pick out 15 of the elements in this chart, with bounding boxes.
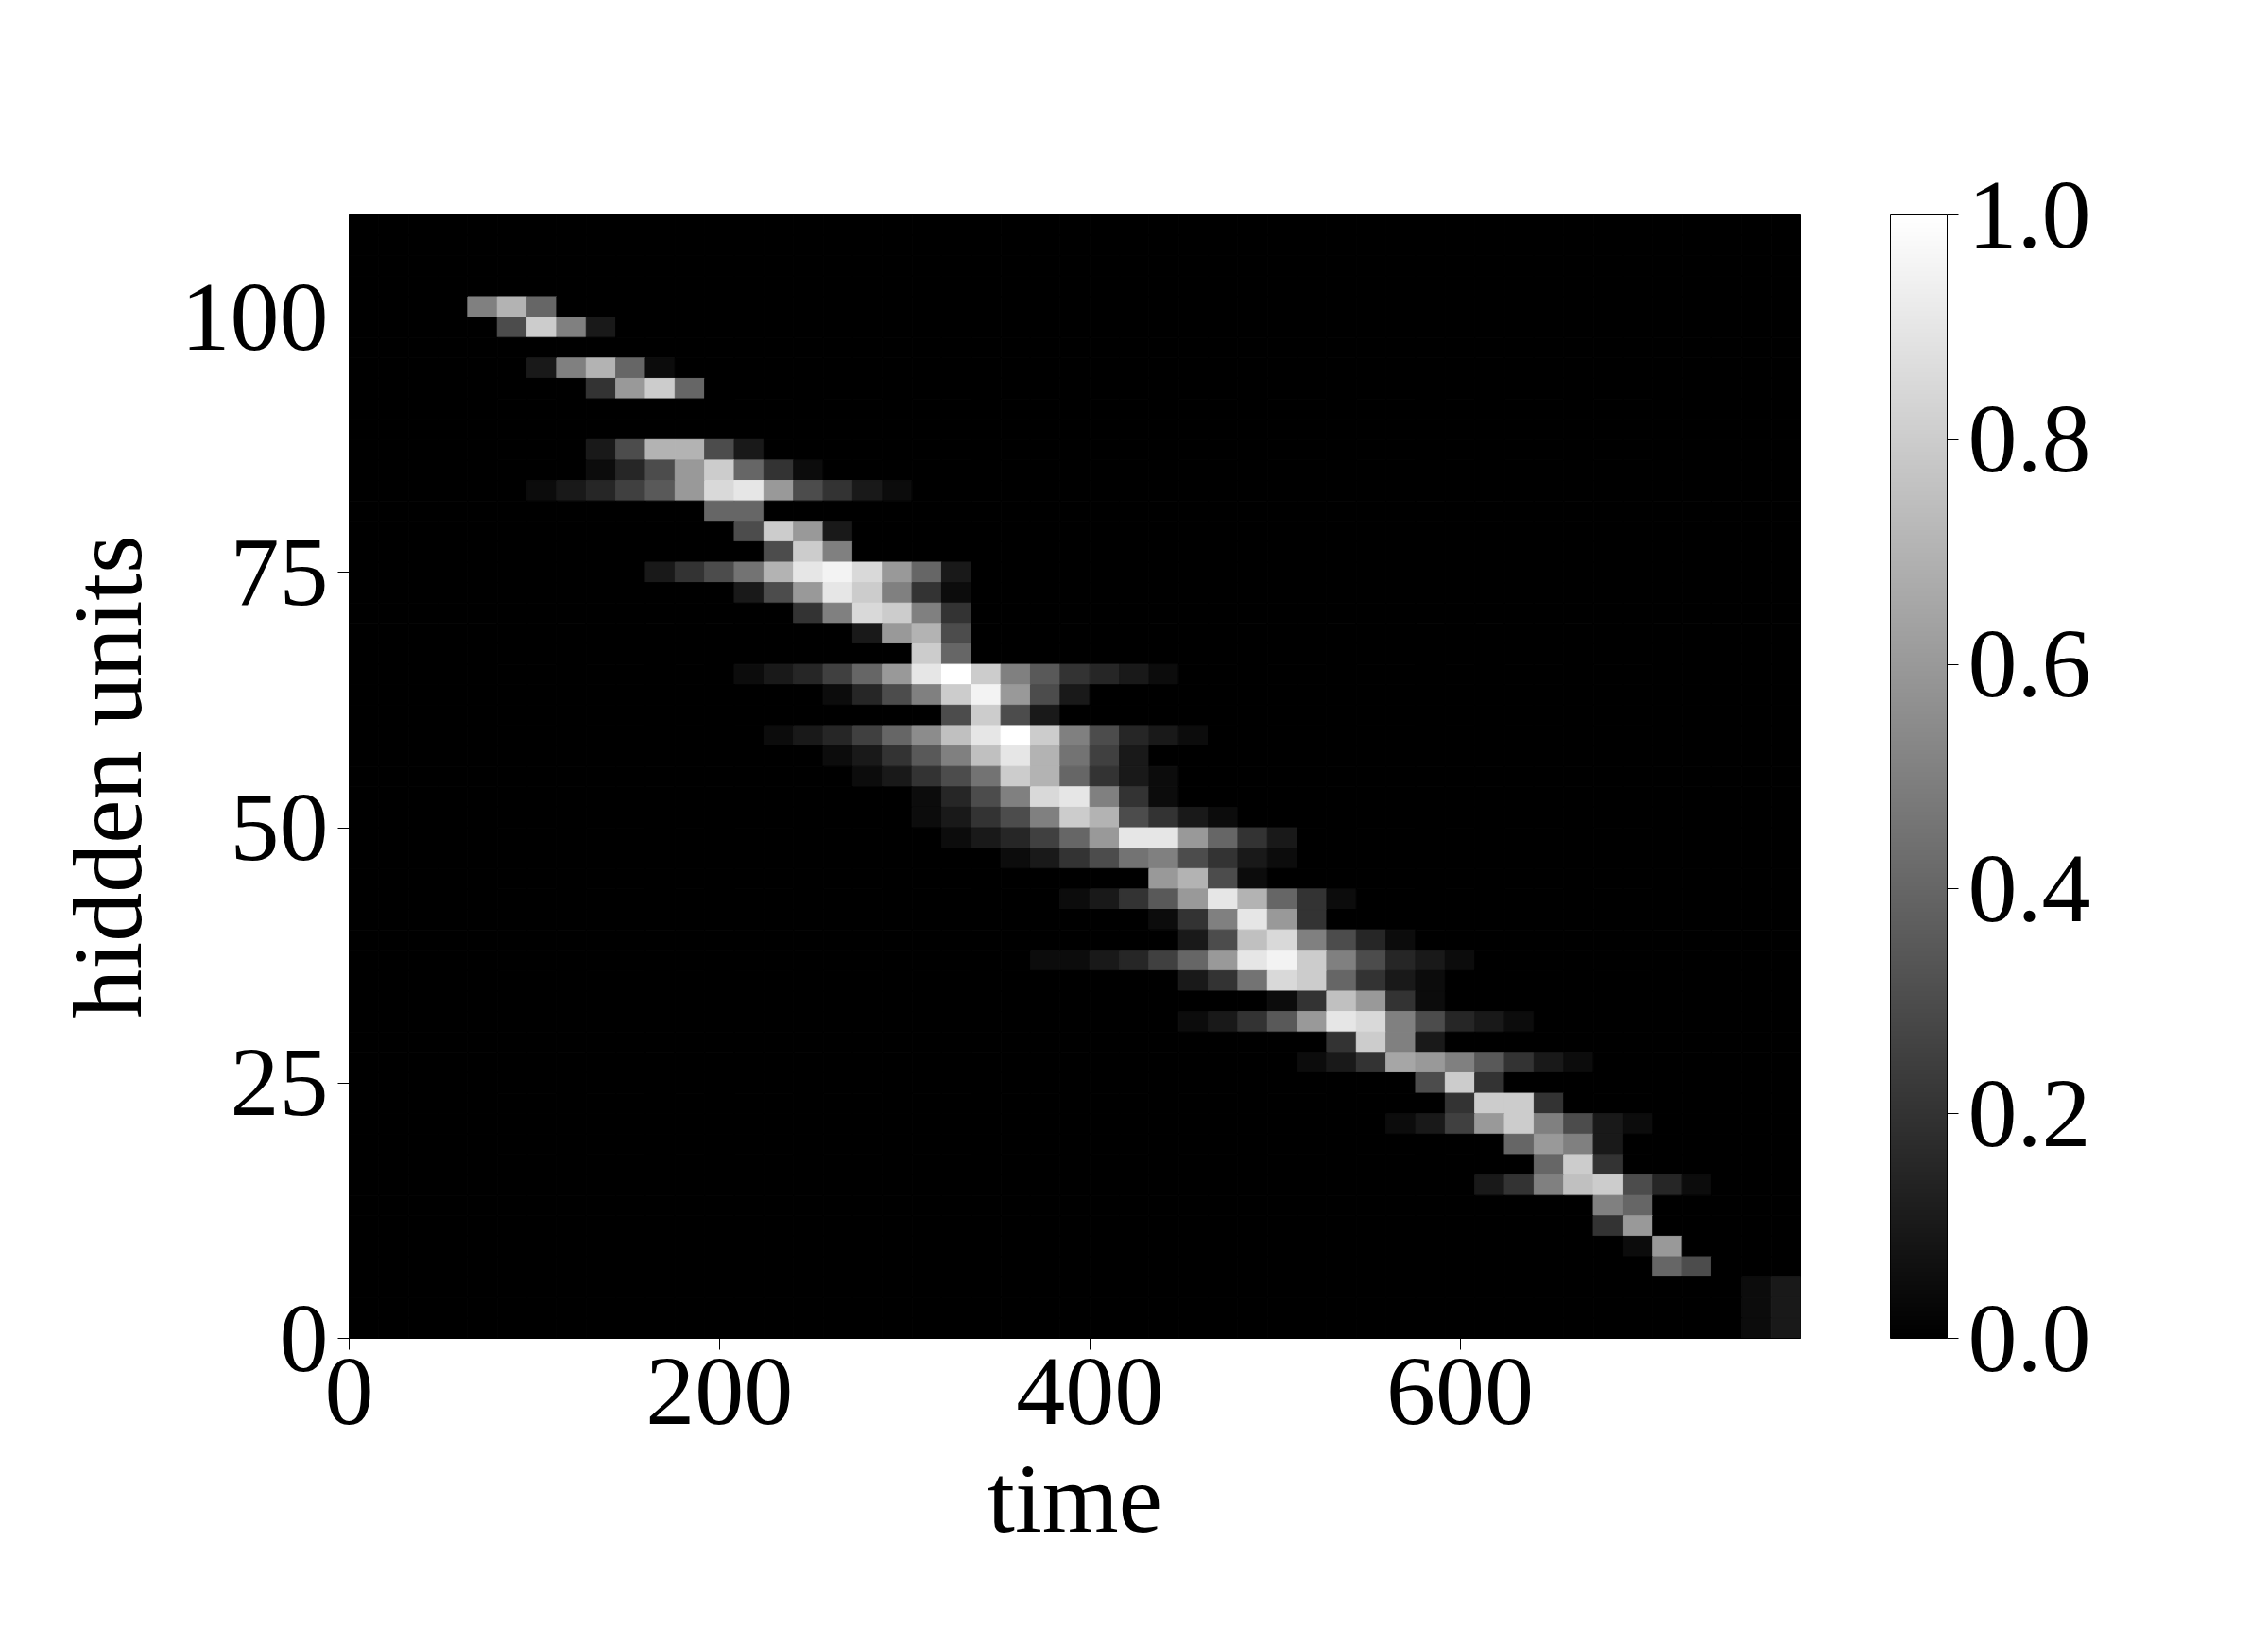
y-tick-label: 25 <box>230 1027 329 1137</box>
x-tick-label: 600 <box>1386 1335 1535 1445</box>
x-axis-title: time <box>988 1443 1162 1552</box>
y-axis-title: hidden units <box>52 535 162 1019</box>
color-bar-label: 0.4 <box>1967 832 2091 942</box>
color-bar-label: 0.6 <box>1967 608 2091 718</box>
color-bar-label: 1.0 <box>1967 159 2091 268</box>
y-tick-label: 75 <box>230 516 329 625</box>
x-tick-label: 400 <box>1016 1335 1164 1445</box>
color-bar-label: 0.0 <box>1967 1282 2091 1392</box>
y-tick-label: 100 <box>180 261 329 370</box>
x-tick-label: 200 <box>645 1335 794 1445</box>
color-bar-label: 0.2 <box>1967 1057 2091 1167</box>
y-tick-label: 50 <box>230 772 329 882</box>
color-bar-label: 0.8 <box>1967 384 2091 493</box>
